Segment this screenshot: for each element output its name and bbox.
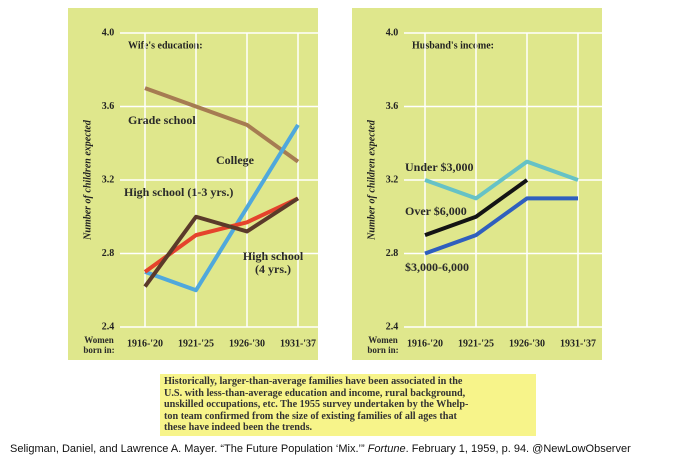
- series-label: Under $3,000: [405, 160, 474, 174]
- y-tick-label: 2.8: [386, 248, 399, 259]
- citation-journal: Fortune: [367, 443, 406, 455]
- y-tick-label: 3.6: [102, 101, 115, 112]
- citation-text: . February 1, 1959, p. 94. @NewLowObserv…: [405, 443, 631, 455]
- panel: [68, 8, 318, 360]
- x-axis-label: Women born in:: [83, 335, 115, 355]
- series-line: [424, 159, 579, 201]
- citation-text: Seligman, Daniel, and Lawrence A. Mayer.…: [10, 443, 368, 455]
- x-tick-label: 1926-'30: [509, 338, 545, 349]
- y-tick-label: 2.4: [102, 321, 115, 332]
- y-axis-label: Number of children expected: [366, 119, 377, 241]
- x-tick-label: 1916-'20: [407, 338, 443, 349]
- series-label: Grade school: [128, 113, 196, 127]
- caption-line: Historically, larger-than-average famili…: [164, 376, 463, 387]
- y-tick-label: 2.4: [386, 321, 399, 332]
- x-tick-label: 1916-'20: [127, 338, 163, 349]
- series-label: High school (1-3 yrs.): [124, 185, 234, 199]
- x-tick-label: 1926-'30: [229, 338, 265, 349]
- series-label: Over $6,000: [405, 204, 467, 218]
- series-label: $3,000-6,000: [405, 260, 469, 274]
- citation: Seligman, Daniel, and Lawrence A. Mayer.…: [10, 443, 631, 455]
- y-tick-label: 3.2: [386, 174, 399, 185]
- series-label: High school (4 yrs.): [242, 249, 304, 276]
- caption-line: unskilled occupations, etc. The 1955 sur…: [164, 399, 469, 411]
- x-tick-label: 1921-'25: [178, 338, 214, 349]
- caption-line: U.S. with less-than-average education an…: [164, 387, 466, 399]
- chart-title: Wife's education:: [128, 40, 203, 51]
- caption: Historically, larger-than-average famili…: [160, 374, 536, 436]
- x-tick-label: 1931-'37: [560, 338, 596, 349]
- series-line: [424, 196, 578, 256]
- panel: [352, 8, 602, 360]
- caption-line: these have indeed been the trends.: [164, 422, 313, 434]
- series-label: College: [216, 153, 254, 167]
- caption-line: ton team confirmed from the size of exis…: [164, 410, 457, 422]
- x-tick-label: 1921-'25: [458, 338, 494, 349]
- y-tick-label: 3.6: [386, 101, 399, 112]
- x-tick-label: 1931-'37: [280, 338, 316, 349]
- y-tick-label: 2.8: [102, 248, 115, 259]
- y-axis-label: Number of children expected: [82, 119, 93, 241]
- x-axis-label: Women born in:: [367, 335, 399, 355]
- series-line: [144, 86, 300, 164]
- series-line: [424, 178, 529, 238]
- series-line: [144, 123, 300, 293]
- series-line: [143, 196, 300, 288]
- y-tick-label: 4.0: [386, 27, 399, 38]
- y-tick-label: 3.2: [102, 174, 115, 185]
- y-tick-label: 4.0: [102, 27, 115, 38]
- chart-title: Husband's income:: [412, 40, 494, 51]
